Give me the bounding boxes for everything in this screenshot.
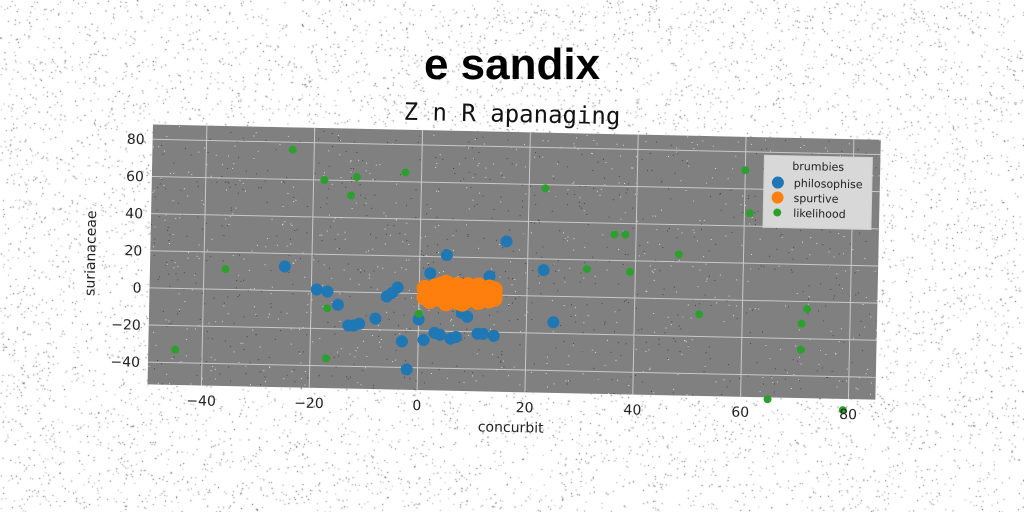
point-likelihood	[796, 345, 805, 354]
point-likelihood	[414, 309, 423, 318]
point-philosophise	[417, 334, 430, 347]
y-tick-label: 80	[127, 132, 145, 148]
y-tick-label: 20	[124, 243, 142, 259]
point-philosophise	[483, 270, 496, 283]
x-gridline	[200, 125, 208, 386]
point-likelihood	[797, 319, 806, 328]
x-gridline	[416, 130, 424, 391]
plot-area	[147, 124, 881, 400]
point-likelihood	[625, 267, 634, 276]
y-tick-label: 60	[126, 169, 144, 185]
point-likelihood	[741, 166, 750, 175]
point-likelihood	[541, 184, 550, 193]
x-tick-label: 60	[731, 405, 749, 421]
point-philosophise	[391, 281, 404, 294]
point-philosophise	[547, 316, 560, 329]
point-likelihood	[803, 305, 812, 314]
point-likelihood	[582, 265, 591, 274]
point-philosophise	[353, 317, 366, 330]
point-likelihood	[352, 173, 361, 182]
point-philosophise	[500, 235, 513, 248]
point-philosophise	[331, 298, 344, 311]
legend-title: brumbies	[792, 160, 844, 174]
y-gridline	[147, 361, 876, 378]
y-gridline	[151, 175, 880, 193]
point-likelihood	[347, 191, 356, 200]
y-gridline	[149, 287, 878, 304]
point-likelihood	[621, 230, 630, 239]
legend-label-likelihood: likelihood	[793, 207, 846, 221]
x-tick-label: 80	[839, 407, 857, 423]
point-philosophise	[395, 335, 408, 348]
point-likelihood	[323, 304, 332, 313]
point-philosophise	[461, 310, 474, 323]
legend-marker-philosophise	[771, 176, 784, 189]
x-gridline	[632, 134, 639, 395]
point-likelihood	[610, 230, 619, 239]
y-tick-label: 40	[125, 206, 143, 222]
y-axis-label: surianaceae	[82, 210, 100, 296]
legend-label-philosophise: philosophise	[794, 177, 863, 191]
y-tick-label: 0	[132, 280, 141, 296]
y-gridline	[152, 138, 881, 156]
point-spurtive	[486, 281, 503, 298]
x-gridline	[308, 127, 316, 388]
point-likelihood	[695, 310, 704, 319]
y-gridline	[151, 213, 879, 230]
point-likelihood	[745, 209, 754, 218]
point-likelihood	[401, 168, 410, 177]
point-likelihood	[288, 145, 297, 154]
x-tick-label: 20	[516, 400, 534, 416]
point-philosophise	[369, 312, 382, 325]
point-philosophise	[487, 329, 500, 342]
x-tick-label: 0	[412, 398, 421, 414]
y-tick-label: −40	[110, 354, 140, 371]
y-gridline	[148, 324, 877, 341]
point-philosophise	[278, 260, 291, 273]
figure-suptitle: e sandix	[423, 40, 601, 89]
point-likelihood	[322, 354, 331, 363]
x-gridline	[524, 132, 531, 393]
point-philosophise	[449, 330, 462, 343]
legend-label-spurtive: spurtive	[793, 192, 838, 206]
y-gridline	[150, 250, 879, 267]
point-likelihood	[171, 345, 180, 354]
x-tick-label: −40	[186, 393, 216, 410]
legend-marker-likelihood	[773, 208, 782, 217]
x-gridline	[740, 136, 747, 397]
x-tick-label: −20	[294, 395, 324, 412]
point-likelihood	[763, 395, 772, 404]
point-likelihood	[320, 176, 329, 185]
y-tick-label: −20	[111, 317, 141, 334]
point-philosophise	[537, 264, 550, 277]
point-likelihood	[838, 406, 847, 415]
point-philosophise	[400, 363, 413, 376]
point-philosophise	[476, 327, 489, 340]
point-philosophise	[440, 249, 453, 262]
x-tick-label: 40	[623, 402, 641, 418]
point-likelihood	[221, 264, 230, 273]
point-philosophise	[424, 267, 437, 280]
point-likelihood	[674, 250, 683, 259]
point-philosophise	[310, 283, 323, 296]
point-philosophise	[433, 328, 446, 341]
legend-marker-spurtive	[771, 191, 784, 204]
point-philosophise	[321, 285, 334, 298]
x-axis-label: concurbit	[478, 419, 545, 436]
